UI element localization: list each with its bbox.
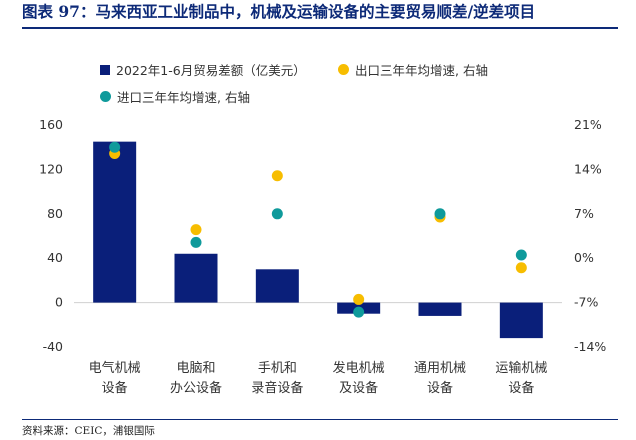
import-growth-point xyxy=(271,208,283,220)
x-category-label: 设备 xyxy=(508,380,534,396)
export-growth-point xyxy=(190,224,202,236)
x-category-label: 运输机械 xyxy=(495,360,547,376)
y-left-tick-label: 40 xyxy=(47,250,63,265)
y-right-tick-label: -7% xyxy=(574,295,598,310)
y-left-tick-label: -40 xyxy=(43,339,63,354)
y-right-tick-label: -14% xyxy=(574,339,606,354)
bar xyxy=(499,302,543,339)
x-category-label: 及设备 xyxy=(339,380,378,396)
y-right-tick-label: 14% xyxy=(574,161,602,176)
legend-label-balance: 2022年1-6月贸易差额（亿美元） xyxy=(116,63,306,78)
legend-label-import: 进口三年年均增速, 右轴 xyxy=(117,90,250,105)
x-category-label: 录音设备 xyxy=(251,380,303,396)
x-category-label: 手机和 xyxy=(258,361,297,376)
x-category-label: 通用机械 xyxy=(414,361,466,376)
y-right-tick-label: 0% xyxy=(574,250,594,265)
legend-item-import: 进口三年年均增速, 右轴 xyxy=(100,87,250,106)
import-growth-point xyxy=(190,236,202,248)
legend-swatch-import xyxy=(100,91,111,102)
bar xyxy=(418,302,462,316)
bar xyxy=(93,141,137,303)
import-growth-point xyxy=(353,306,365,318)
bar xyxy=(255,269,299,303)
bar xyxy=(174,253,218,303)
x-category-label: 设备 xyxy=(102,380,128,396)
x-category-label: 设备 xyxy=(427,380,453,396)
footer-divider xyxy=(22,419,618,420)
title-divider xyxy=(22,27,618,29)
legend-item-export: 出口三年年均增速, 右轴 xyxy=(338,60,488,79)
source-note: 资料来源：CEIC，浦银国际 xyxy=(22,425,155,437)
legend-label-export: 出口三年年均增速, 右轴 xyxy=(355,63,488,78)
import-growth-point xyxy=(515,249,527,261)
y-left-tick-label: 0 xyxy=(55,295,63,310)
x-category-label: 电气机械 xyxy=(89,360,141,376)
export-growth-point xyxy=(353,293,365,305)
x-category-label: 发电机械 xyxy=(333,360,385,376)
y-left-tick-label: 80 xyxy=(47,206,63,221)
y-right-tick-label: 7% xyxy=(574,206,594,221)
y-right-tick-label: 21% xyxy=(574,117,602,132)
y-left-tick-label: 120 xyxy=(39,161,63,176)
legend-swatch-balance xyxy=(100,64,110,75)
y-left-tick-label: 160 xyxy=(39,117,63,132)
export-growth-point xyxy=(271,170,283,182)
import-growth-point xyxy=(109,141,121,153)
import-growth-point xyxy=(434,208,446,220)
export-growth-point xyxy=(515,262,527,274)
legend-swatch-export xyxy=(338,64,349,75)
x-category-label: 办公设备 xyxy=(170,380,222,396)
legend-item-balance: 2022年1-6月贸易差额（亿美元） xyxy=(100,60,306,79)
chart-title: 图表 97：马来西亚工业制品中，机械及运输设备的主要贸易顺差/逆差项目 xyxy=(22,2,536,21)
x-category-label: 电脑和 xyxy=(176,361,215,376)
